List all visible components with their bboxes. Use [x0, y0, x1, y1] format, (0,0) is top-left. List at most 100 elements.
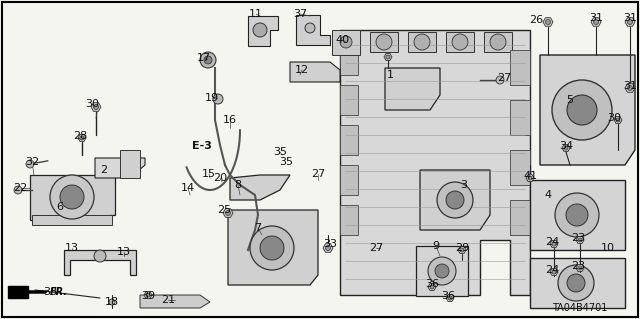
Bar — [446, 32, 474, 52]
Polygon shape — [140, 295, 210, 308]
Text: 7: 7 — [255, 223, 262, 233]
Text: 8: 8 — [234, 180, 241, 190]
Circle shape — [578, 238, 582, 242]
Text: 24: 24 — [545, 237, 559, 247]
Polygon shape — [526, 174, 534, 182]
Polygon shape — [384, 54, 392, 61]
Polygon shape — [91, 103, 101, 111]
Bar — [510, 100, 530, 135]
Circle shape — [558, 265, 594, 301]
Text: 19: 19 — [205, 93, 219, 103]
Text: 3: 3 — [461, 180, 467, 190]
Bar — [510, 150, 530, 185]
Circle shape — [260, 236, 284, 260]
Text: 33: 33 — [323, 239, 337, 249]
Polygon shape — [562, 145, 570, 152]
Polygon shape — [340, 30, 530, 295]
Bar — [340, 165, 358, 195]
Text: 32: 32 — [25, 157, 39, 167]
Text: 2: 2 — [100, 165, 108, 175]
Text: 22: 22 — [13, 183, 27, 193]
Text: 40: 40 — [335, 35, 349, 45]
Circle shape — [627, 19, 632, 25]
Polygon shape — [550, 241, 558, 248]
Circle shape — [545, 19, 550, 25]
Polygon shape — [120, 150, 140, 178]
Polygon shape — [576, 264, 584, 271]
Circle shape — [80, 136, 84, 140]
Text: 31: 31 — [623, 81, 637, 91]
Bar — [370, 32, 398, 52]
Polygon shape — [32, 215, 112, 225]
Polygon shape — [30, 175, 115, 220]
Polygon shape — [223, 209, 233, 217]
Text: 23: 23 — [571, 233, 585, 243]
Polygon shape — [290, 62, 340, 82]
Circle shape — [552, 80, 612, 140]
Polygon shape — [576, 236, 584, 243]
Text: 16: 16 — [223, 115, 237, 125]
Text: 5: 5 — [566, 95, 573, 105]
Circle shape — [448, 296, 452, 300]
Bar — [484, 32, 512, 52]
Polygon shape — [416, 246, 468, 296]
Polygon shape — [458, 247, 466, 254]
Text: 4: 4 — [545, 190, 552, 200]
Polygon shape — [64, 250, 136, 275]
Bar — [340, 125, 358, 155]
Circle shape — [109, 299, 115, 305]
Polygon shape — [543, 18, 553, 26]
Text: 37: 37 — [293, 9, 307, 19]
Polygon shape — [540, 55, 635, 165]
Circle shape — [326, 246, 330, 250]
Polygon shape — [8, 286, 28, 298]
Text: 30: 30 — [607, 113, 621, 123]
Text: 20: 20 — [213, 173, 227, 183]
Bar — [340, 45, 358, 75]
Polygon shape — [323, 244, 333, 252]
Polygon shape — [591, 18, 601, 26]
Circle shape — [305, 23, 315, 33]
Polygon shape — [332, 30, 360, 55]
Polygon shape — [420, 170, 490, 230]
Text: 10: 10 — [601, 243, 615, 253]
Polygon shape — [614, 116, 622, 123]
Circle shape — [564, 146, 568, 150]
Circle shape — [552, 270, 556, 274]
Bar — [510, 200, 530, 235]
Polygon shape — [296, 15, 330, 45]
Text: 14: 14 — [181, 183, 195, 193]
Circle shape — [428, 257, 456, 285]
Circle shape — [435, 264, 449, 278]
Text: 31: 31 — [589, 13, 603, 23]
Circle shape — [386, 55, 390, 59]
Polygon shape — [228, 210, 318, 285]
Text: 23: 23 — [571, 261, 585, 271]
Circle shape — [437, 182, 473, 218]
Text: 11: 11 — [249, 9, 263, 19]
Circle shape — [250, 226, 294, 270]
Text: 35: 35 — [273, 147, 287, 157]
Circle shape — [204, 56, 212, 64]
Text: 21: 21 — [161, 295, 175, 305]
Circle shape — [146, 293, 150, 297]
Polygon shape — [446, 294, 454, 301]
Circle shape — [555, 193, 599, 237]
Text: 15: 15 — [202, 169, 216, 179]
Text: 17: 17 — [197, 53, 211, 63]
Text: 36: 36 — [425, 279, 439, 289]
Circle shape — [340, 36, 352, 48]
Text: 13: 13 — [65, 243, 79, 253]
Text: 12: 12 — [295, 65, 309, 75]
Circle shape — [496, 76, 504, 84]
Polygon shape — [625, 84, 635, 92]
Bar — [510, 50, 530, 85]
Text: E-3: E-3 — [192, 141, 212, 151]
Text: 38: 38 — [43, 287, 57, 297]
Polygon shape — [248, 16, 278, 46]
Text: 35: 35 — [279, 157, 293, 167]
Circle shape — [414, 34, 430, 50]
Text: 18: 18 — [105, 297, 119, 307]
Circle shape — [627, 85, 632, 91]
Circle shape — [200, 52, 216, 68]
